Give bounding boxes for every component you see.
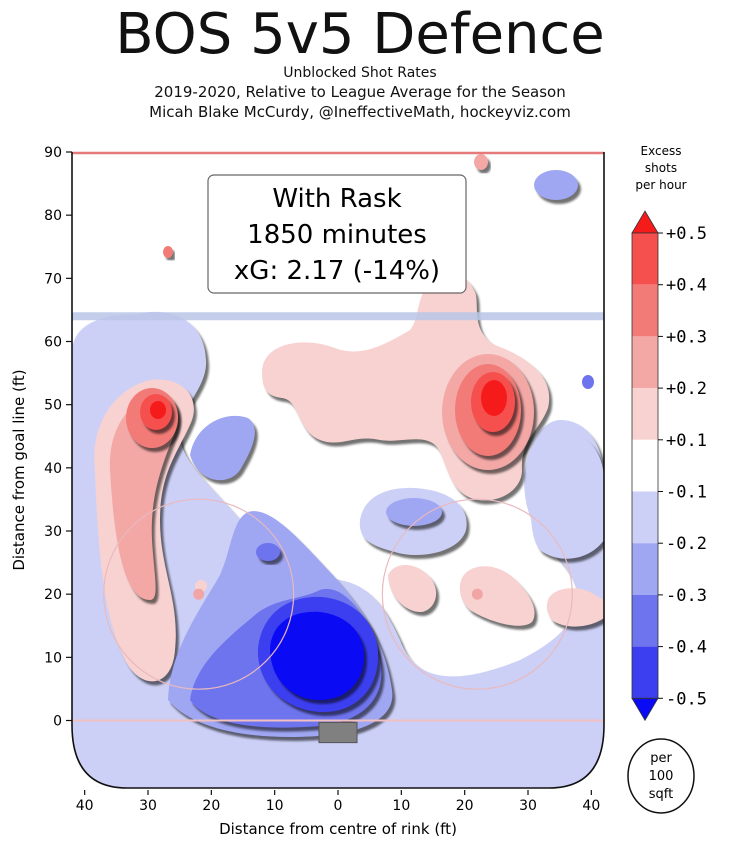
- x-tick-label: 20: [456, 798, 474, 814]
- plot-area: [71, 151, 605, 789]
- heat-region: [190, 415, 255, 481]
- goal-net: [318, 721, 358, 744]
- unit-badge-outline: [627, 738, 695, 814]
- y-tick-label: 70: [44, 271, 62, 287]
- colorbar-title-line: per hour: [635, 178, 686, 192]
- heat-region: [534, 170, 578, 200]
- heat-regions: [72, 154, 604, 788]
- x-tick-label: 20: [202, 798, 220, 814]
- colorbar-swatch: [632, 646, 658, 699]
- unit-text: sqft: [649, 787, 673, 802]
- faceoff-circle: [381, 498, 573, 690]
- heat-region: [546, 588, 604, 627]
- colorbar-label: -0.5: [666, 689, 707, 709]
- colorbar-label: +0.3: [666, 327, 707, 347]
- x-axis-label: Distance from centre of rink (ft): [219, 820, 457, 838]
- colorbar-swatch: [632, 594, 658, 647]
- faceoff-circles: [103, 498, 573, 690]
- colorbar-swatch: [632, 543, 658, 595]
- heat-region: [388, 564, 437, 612]
- unit-text: per: [650, 751, 672, 766]
- x-tick-label: 10: [266, 798, 284, 814]
- stats-annotation: With Rask 1850 minutes xG: 2.17 (-14%): [207, 174, 467, 294]
- y-tick-label: 80: [44, 208, 62, 224]
- colorbar-swatches: [631, 210, 659, 722]
- y-tick-label: 50: [44, 398, 62, 414]
- unit-text: 100: [649, 769, 674, 784]
- y-tick-label: 0: [53, 714, 62, 730]
- colorbar-label: +0.2: [666, 379, 707, 399]
- rink-boards: [71, 152, 605, 789]
- y-axis-label: Distance from goal line (ft): [10, 369, 28, 570]
- y-tick-label: 10: [44, 650, 62, 666]
- colorbar-label: +0.1: [666, 431, 707, 451]
- x-tick-label: 30: [139, 798, 157, 814]
- faceoff-circle: [103, 498, 295, 690]
- colorbar-min-arrow: [631, 697, 659, 722]
- colorbar-swatch: [632, 336, 658, 389]
- y-tick-label: 30: [44, 524, 62, 540]
- x-tick-label: 0: [334, 798, 343, 814]
- season-line: 2019-2020, Relative to League Average fo…: [154, 83, 566, 101]
- x-tick-label: 30: [519, 798, 537, 814]
- colorbar-label: +0.5: [666, 224, 707, 244]
- blue-line: [72, 312, 604, 321]
- y-tick-label: 90: [44, 145, 62, 161]
- heat-region: [72, 314, 195, 420]
- colorbar-label: -0.2: [666, 534, 707, 554]
- colorbar-swatch: [632, 439, 658, 492]
- chart-subtitle: Unblocked Shot Rates: [283, 65, 437, 81]
- faceoff-dot: [193, 588, 205, 600]
- heat-region: [481, 380, 507, 416]
- chart-title: BOS 5v5 Defence: [115, 2, 605, 67]
- y-tick-label: 20: [44, 587, 62, 603]
- x-tick-label: 10: [392, 798, 410, 814]
- colorbar-swatch: [632, 284, 658, 337]
- colorbar-swatch: [632, 388, 658, 440]
- minutes-played: 1850 minutes: [247, 220, 427, 250]
- colorbar-frame: [631, 232, 659, 699]
- colorbar-labels: +0.5 +0.4 +0.3 +0.2 +0.1 -0.1 -0.2 -0.3 -0.4 -0.5: [658, 224, 707, 709]
- heat-region: [582, 375, 594, 389]
- colorbar-max-arrow: [631, 210, 659, 234]
- y-tick-label: 60: [44, 335, 62, 351]
- colorbar-label: -0.1: [666, 483, 707, 503]
- annotation-box: [207, 174, 467, 294]
- colorbar-label: +0.4: [666, 276, 707, 296]
- colorbar-swatch: [632, 233, 658, 285]
- heat-region: [474, 154, 488, 170]
- colorbar: Excess shots per hour +0.5+0.4+0.3+0.2+0…: [631, 144, 707, 722]
- heat-region: [163, 246, 173, 258]
- y-tick-label: 40: [44, 461, 62, 477]
- heat-region: [526, 431, 604, 559]
- expected-goals: xG: 2.17 (-14%): [234, 256, 440, 286]
- heat-region: [270, 611, 364, 700]
- x-tick-label: 40: [582, 798, 600, 814]
- unit-badge: per 100 sqft: [627, 738, 695, 814]
- faceoff-dot: [471, 588, 483, 600]
- y-axis-ticks: 0 10 20 30 40 50 60 70 80 90: [44, 145, 72, 730]
- colorbar-label: -0.3: [666, 586, 707, 606]
- author-line: Micah Blake McCurdy, @IneffectiveMath, h…: [149, 103, 571, 121]
- colorbar-title-line: shots: [645, 161, 677, 175]
- colorbar-title-line: Excess: [641, 144, 682, 158]
- heat-region: [459, 566, 535, 626]
- colorbar-label: -0.4: [666, 638, 707, 658]
- heat-region: [256, 543, 280, 561]
- x-tick-label: 40: [76, 798, 94, 814]
- heat-region: [109, 395, 179, 600]
- colorbar-swatch: [632, 491, 658, 544]
- heat-region: [386, 498, 442, 526]
- x-axis-ticks: 40 30 20 10 0 10 20 30 40: [76, 790, 600, 814]
- goalie-name: With Rask: [272, 184, 401, 214]
- heat-region: [150, 401, 166, 419]
